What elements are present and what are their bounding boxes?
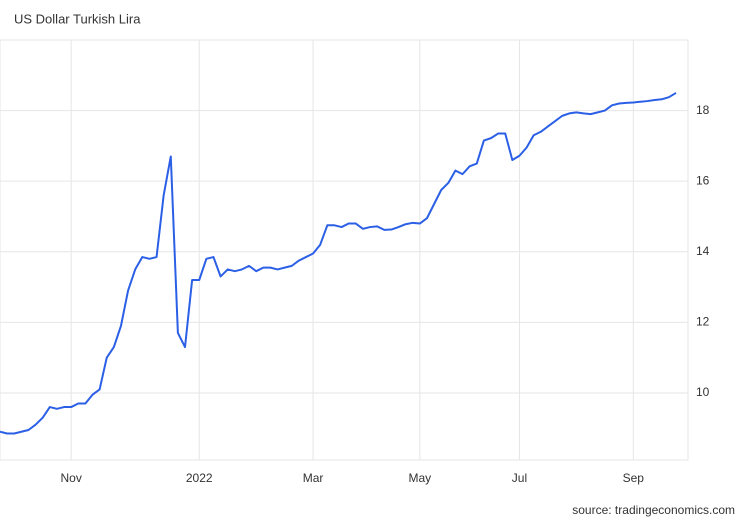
x-tick-label: Jul — [512, 471, 527, 485]
y-tick-label: 18 — [696, 103, 710, 117]
y-tick-label: 14 — [696, 244, 710, 258]
source-note: source: tradingeconomics.com — [572, 503, 735, 517]
y-tick-label: 16 — [696, 173, 710, 187]
x-tick-label: Nov — [60, 471, 81, 485]
y-tick-label: 12 — [696, 315, 710, 329]
price-line — [0, 92, 677, 435]
x-tick-label: May — [408, 471, 431, 485]
chart-title: US Dollar Turkish Lira — [14, 11, 141, 26]
x-tick-label: Mar — [303, 471, 324, 485]
plot-frame — [0, 39, 689, 461]
y-tick-label: 10 — [696, 385, 710, 399]
x-tick-label: Sep — [623, 471, 645, 485]
x-tick-label: 2022 — [186, 471, 213, 485]
